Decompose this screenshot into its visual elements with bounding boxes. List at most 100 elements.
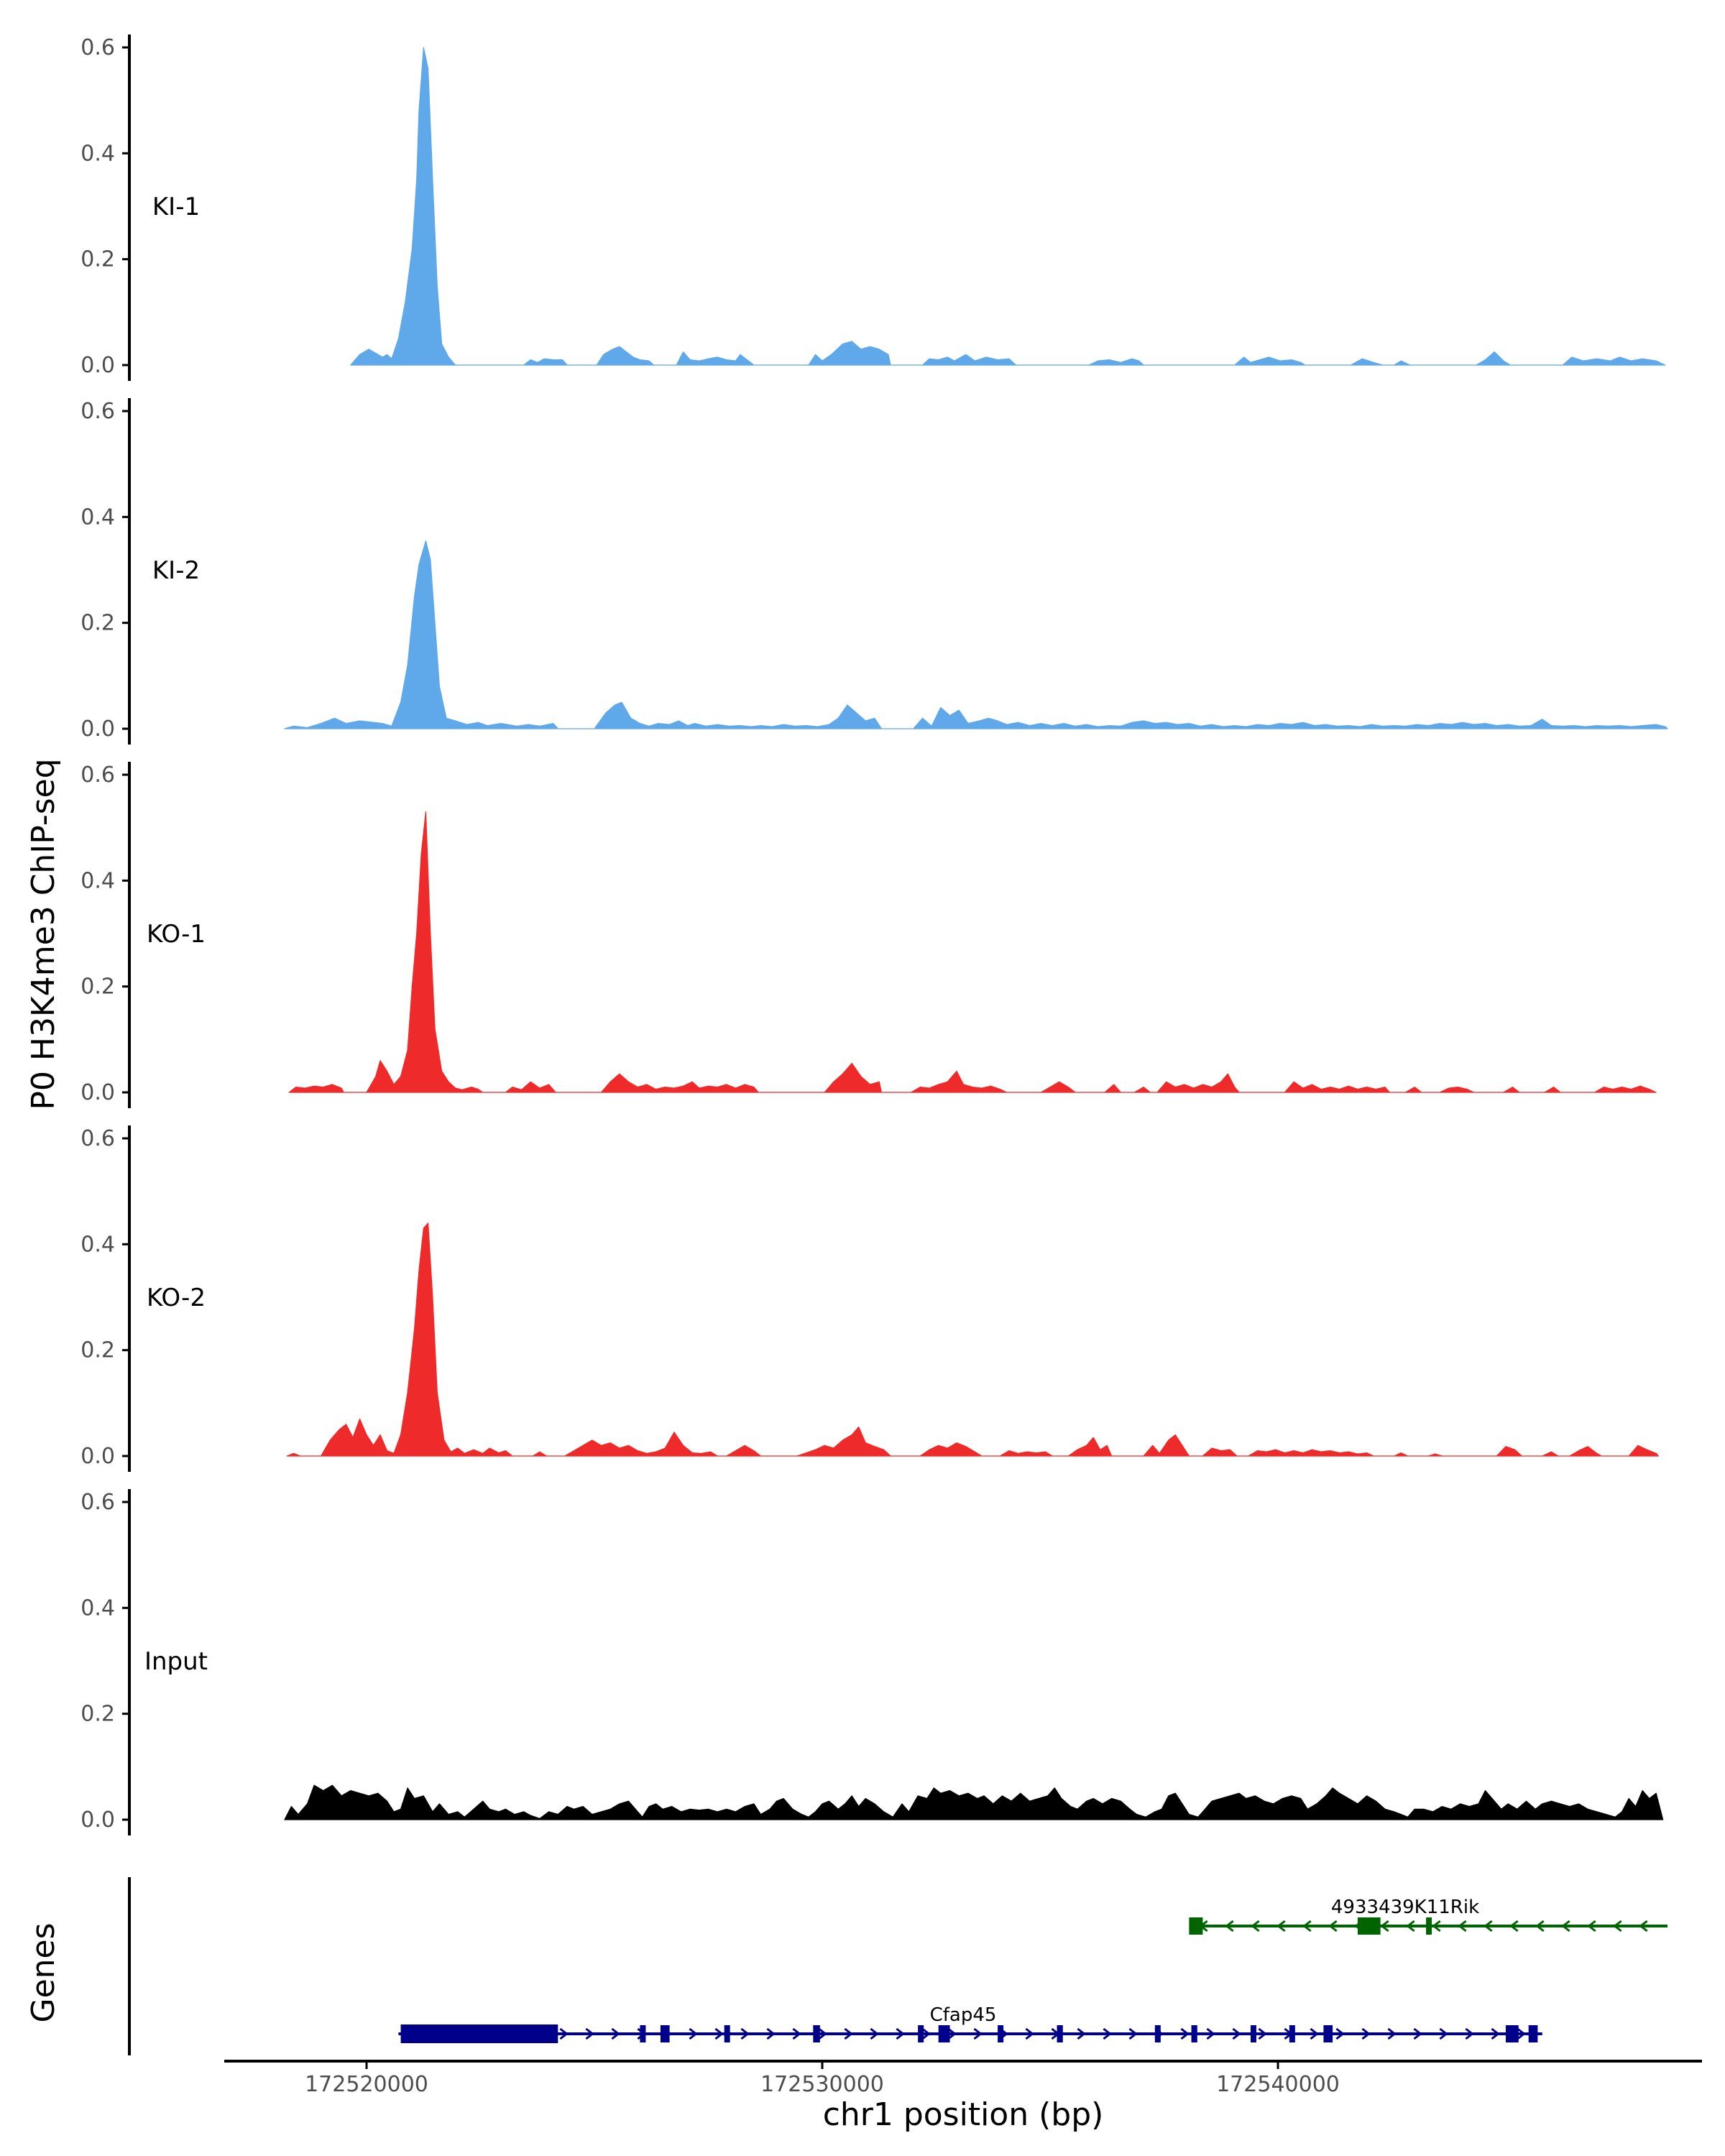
- strand-chevron: [1484, 1920, 1493, 1932]
- track-panel-ko-2: 0.0 0.2 0.4 0.6 KO-2: [80, 1125, 1659, 1472]
- strand-chevron: [1587, 1920, 1596, 1932]
- strand-chevron: [1180, 2027, 1190, 2040]
- strand-chevron: [714, 2027, 724, 2040]
- y-tick-label: 0.4: [80, 141, 115, 166]
- strand-chevron: [1103, 2027, 1112, 2040]
- y-tick-label: 0.0: [80, 1080, 115, 1105]
- strand-chevron: [870, 2027, 879, 2040]
- strand-chevron: [1535, 1920, 1545, 1932]
- strand-chevron: [1302, 1920, 1312, 1932]
- gene-cfap45: Cfap45: [398, 2004, 1542, 2043]
- track-panel-ki-2: 0.0 0.2 0.4 0.6 KI-2: [80, 398, 1668, 745]
- track-label: Input: [144, 1647, 208, 1676]
- strand-chevron: [1335, 2027, 1345, 2040]
- gene-exon: [660, 2025, 670, 2042]
- strand-chevron: [844, 2027, 853, 2040]
- strand-chevron: [1509, 1920, 1519, 1932]
- gene-name-label: Cfap45: [930, 2004, 997, 2026]
- strand-chevron: [1639, 1920, 1648, 1932]
- x-axis: 172520000 172530000 172540000: [224, 2060, 1702, 2097]
- y-tick-label: 0.0: [80, 353, 115, 378]
- y-tick-label: 0.4: [80, 1232, 115, 1257]
- strand-chevron: [1458, 1920, 1467, 1932]
- y-tick-label: 0.4: [80, 505, 115, 530]
- strand-chevron: [1465, 2027, 1474, 2040]
- gene-exon: [640, 2025, 646, 2042]
- strand-chevron: [1077, 2027, 1086, 2040]
- strand-chevron: [1025, 2027, 1034, 2040]
- track-panel-input: 0.0 0.2 0.4 0.6 Input: [80, 1489, 1664, 1835]
- x-tick-label: 172540000: [1216, 2072, 1340, 2097]
- y-tick-label: 0.2: [80, 247, 115, 272]
- y-tick-label: 0.6: [80, 1490, 115, 1515]
- gene-exon: [1528, 2025, 1538, 2042]
- y-axis-title: P0 H3K4me3 ChIP-seq: [25, 758, 62, 1110]
- x-tick-label: 172520000: [305, 2072, 428, 2097]
- gene-exon: [1426, 1917, 1432, 1935]
- strand-chevron: [947, 2027, 957, 2040]
- genes-track: 4933439K11Rik Cfap45: [128, 1877, 1668, 2055]
- strand-chevron: [740, 2027, 750, 2040]
- gene-name-label: 4933439K11Rik: [1331, 1897, 1479, 1918]
- gene-exon: [1289, 2025, 1295, 2042]
- gene-exon: [938, 2025, 950, 2042]
- signal-area-ki-2: [284, 540, 1668, 729]
- strand-chevron: [818, 2027, 827, 2040]
- strand-chevron: [1361, 2027, 1371, 2040]
- gene-exon: [1189, 1917, 1203, 1935]
- gene-4933439k11rik: 4933439K11Rik: [1189, 1897, 1668, 1935]
- y-tick-label: 0.6: [80, 399, 115, 424]
- y-tick-label: 0.2: [80, 611, 115, 636]
- strand-chevron: [1413, 2027, 1422, 2040]
- strand-chevron: [585, 2027, 594, 2040]
- track-panel-ko-1: 0.0 0.2 0.4 0.6 KO-1: [80, 762, 1657, 1108]
- strand-chevron: [1328, 1920, 1338, 1932]
- signal-area-ko-1: [288, 811, 1657, 1093]
- y-tick-label: 0.6: [80, 35, 115, 60]
- gene-exon: [724, 2025, 730, 2042]
- track-panel-ki-1: 0.0 0.2 0.4 0.6 KI-1: [80, 34, 1666, 381]
- y-tick-label: 0.4: [80, 1595, 115, 1621]
- gene-exon: [400, 2024, 558, 2043]
- strand-chevron: [1406, 1920, 1415, 1932]
- strand-chevron: [1258, 2027, 1267, 2040]
- track-label: KO-2: [147, 1284, 206, 1312]
- strand-chevron: [1251, 1920, 1260, 1932]
- strand-chevron: [1232, 2027, 1241, 2040]
- strand-chevron: [1128, 2027, 1138, 2040]
- gene-exon: [813, 2025, 820, 2042]
- strand-chevron: [896, 2027, 905, 2040]
- strand-chevron: [766, 2027, 776, 2040]
- strand-chevron: [973, 2027, 983, 2040]
- gene-exon: [1357, 1917, 1381, 1935]
- track-label: KO-1: [147, 920, 206, 949]
- strand-chevron: [792, 2027, 801, 2040]
- strand-chevron: [1387, 2027, 1397, 2040]
- strand-chevron: [921, 2027, 931, 2040]
- track-label: KI-1: [152, 193, 200, 221]
- strand-chevron: [1225, 1920, 1234, 1932]
- track-panels: 0.00.20.40.6KI-10.00.20.40.6KI-20.00.20.…: [80, 34, 1668, 1835]
- y-tick-label: 0.6: [80, 1126, 115, 1151]
- gene-exon: [918, 2025, 924, 2042]
- y-tick-label: 0.2: [80, 975, 115, 1000]
- track-label: KI-2: [152, 556, 200, 585]
- strand-chevron: [1517, 2027, 1526, 2040]
- y-tick-label: 0.6: [80, 763, 115, 788]
- strand-chevron: [1432, 1920, 1441, 1932]
- x-tick-label: 172530000: [760, 2072, 884, 2097]
- strand-chevron: [1310, 2027, 1319, 2040]
- y-tick-label: 0.0: [80, 1807, 115, 1833]
- strand-chevron: [1491, 2027, 1500, 2040]
- gene-exon: [1250, 2025, 1256, 2042]
- y-tick-label: 0.0: [80, 1444, 115, 1469]
- y-tick-label: 0.0: [80, 717, 115, 742]
- strand-chevron: [1206, 2027, 1215, 2040]
- gene-exon: [1506, 2025, 1519, 2042]
- strand-chevron: [611, 2027, 620, 2040]
- x-axis-title: chr1 position (bp): [823, 2096, 1104, 2133]
- gene-exon: [1057, 2025, 1063, 2042]
- signal-area-ko-2: [286, 1222, 1659, 1457]
- y-tick-label: 0.4: [80, 868, 115, 893]
